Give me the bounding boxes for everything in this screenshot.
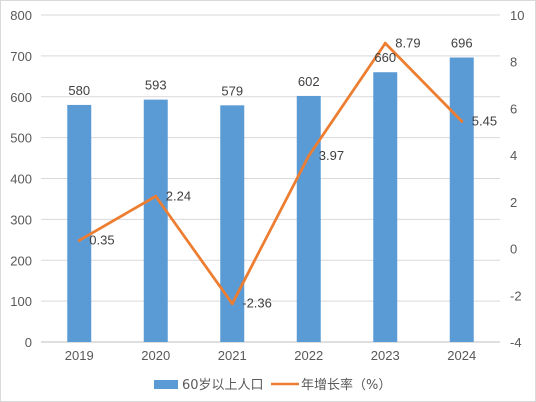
left-axis-tick-label: 200 <box>10 253 32 268</box>
line-data-label: 5.45 <box>472 113 497 128</box>
bar-data-label: 696 <box>451 36 473 51</box>
left-axis-tick-label: 800 <box>10 8 32 23</box>
right-axis-tick-label: -2 <box>510 288 522 303</box>
line-series <box>77 41 464 306</box>
x-axis-tick-label: 2024 <box>447 348 476 363</box>
bar-2024 <box>449 57 474 342</box>
growth-rate-point-2024 <box>460 119 464 123</box>
growth-rate-point-2021 <box>230 302 234 306</box>
legend-label-population: 60岁以上人口 <box>182 378 264 393</box>
legend-label-growth-rate: 年增长率（%） <box>301 377 391 393</box>
x-axis-tick-label: 2019 <box>65 348 94 363</box>
x-axis-tick-label: 2022 <box>294 348 323 363</box>
line-data-label: -2.36 <box>242 296 272 311</box>
line-data-label: 8.79 <box>395 35 420 50</box>
right-axis-tick-label: 4 <box>510 148 517 163</box>
right-axis-tick-label: 8 <box>510 55 517 70</box>
bar-series <box>67 57 474 343</box>
x-axis-ticks: 2019 2020 2021 2022 2023 2024 <box>65 348 476 363</box>
x-axis-tick-label: 2021 <box>218 348 247 363</box>
bar-data-label: 579 <box>221 83 243 98</box>
left-axis-tick-label: 500 <box>10 131 32 146</box>
right-axis-tick-label: -4 <box>510 335 522 350</box>
legend-swatch-population <box>154 380 178 389</box>
line-data-labels: 0.35 2.24 -2.36 3.97 8.79 5.45 <box>89 35 497 310</box>
growth-rate-point-2020 <box>154 194 158 198</box>
bar-2020 <box>143 99 168 342</box>
right-axis-tick-label: 0 <box>510 242 517 257</box>
growth-rate-point-2022 <box>307 154 311 158</box>
bar-data-label: 593 <box>145 78 167 93</box>
gridlines <box>41 14 500 343</box>
growth-rate-line <box>77 41 464 306</box>
line-data-label: 3.97 <box>319 148 344 163</box>
left-axis-tick-label: 100 <box>10 294 32 309</box>
left-axis-tick-label: 600 <box>10 90 32 105</box>
x-axis-tick-label: 2020 <box>141 348 170 363</box>
bar-data-label: 602 <box>298 74 320 89</box>
x-axis-tick-label: 2023 <box>371 348 400 363</box>
right-axis-tick-label: 2 <box>510 195 517 210</box>
bar-2022 <box>296 95 321 343</box>
left-axis-tick-label: 400 <box>10 172 32 187</box>
bar-2019 <box>67 104 92 342</box>
growth-rate-point-2023 <box>383 41 387 45</box>
bar-2023 <box>373 72 398 342</box>
left-axis-tick-label: 0 <box>25 335 32 350</box>
bar-2021 <box>220 105 245 343</box>
left-axis-tick-label: 700 <box>10 49 32 64</box>
right-axis-tick-label: 10 <box>510 8 524 23</box>
left-axis-ticks: 0 100 200 300 400 500 600 700 800 <box>10 8 32 350</box>
left-axis-tick-label: 300 <box>10 212 32 227</box>
bar-data-label: 660 <box>374 50 396 65</box>
growth-rate-point-2019 <box>77 238 81 242</box>
bar-data-labels: 580 593 579 602 660 696 <box>68 36 472 99</box>
right-axis-tick-label: 6 <box>510 101 517 116</box>
right-axis-ticks: -4 -2 0 2 4 6 8 10 <box>510 8 524 350</box>
legend: 60岁以上人口 年增长率（%） <box>154 377 391 393</box>
line-data-label: 2.24 <box>166 188 191 203</box>
bar-data-label: 580 <box>68 83 90 98</box>
line-data-label: 0.35 <box>89 232 114 247</box>
